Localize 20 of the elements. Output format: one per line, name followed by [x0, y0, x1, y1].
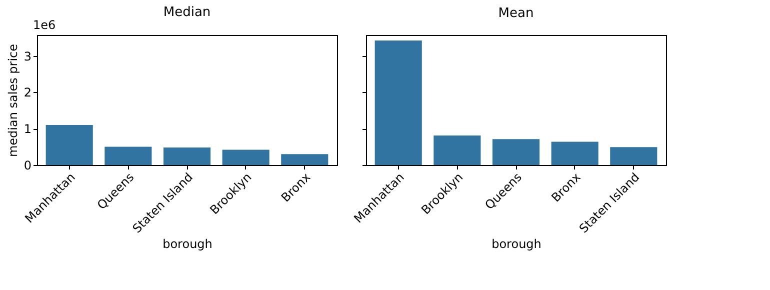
text: 1e6 [33, 18, 56, 32]
y-tick-label: 1 [24, 122, 32, 136]
y-axis-title: median sales price [6, 44, 20, 158]
x-axis-title: borough [492, 237, 542, 252]
bar [222, 150, 270, 165]
bar [610, 147, 658, 165]
bar [46, 124, 93, 165]
chart-title: Mean [498, 6, 534, 21]
y-tick-label: 3 [24, 49, 32, 64]
bar [492, 139, 540, 165]
y-tick-label: 0 [24, 158, 32, 172]
chart-title: Median [163, 5, 211, 20]
bar [163, 148, 211, 165]
bar [281, 154, 328, 165]
bar [434, 136, 481, 165]
x-axis-title: borough [162, 237, 212, 252]
y-tick-label: 2 [24, 86, 32, 100]
bar [551, 142, 598, 165]
bar [104, 146, 152, 165]
bar [374, 40, 422, 165]
